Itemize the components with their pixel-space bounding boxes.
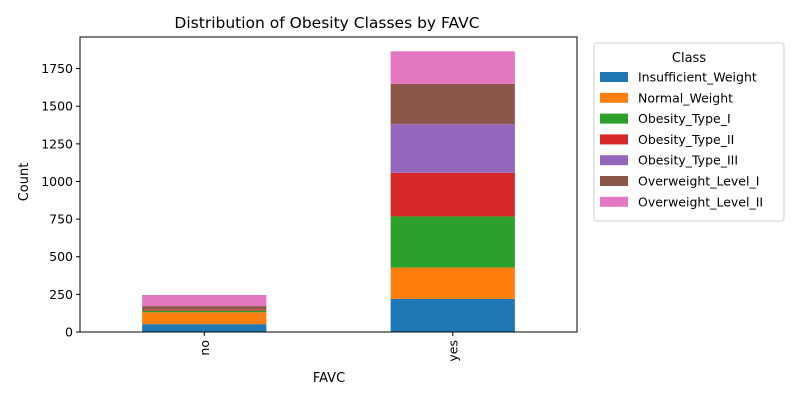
bar-segment <box>142 310 267 313</box>
y-tick-label: 1500 <box>41 99 73 114</box>
legend-swatch <box>600 196 628 207</box>
y-axis-title: Count <box>17 163 32 202</box>
x-axis-title: FAVC <box>313 371 345 386</box>
bar-segment <box>390 51 515 84</box>
legend-swatch <box>600 92 628 103</box>
bar-segment <box>142 312 267 325</box>
legend-box <box>593 42 785 222</box>
y-tick-label: 1750 <box>41 61 73 76</box>
y-tick-label: 750 <box>49 212 73 227</box>
legend: Class Insufficient_Weight Normal_Weight Ob… <box>593 42 785 222</box>
bar-segment <box>142 294 267 307</box>
legend-entry-label: Insufficient_Weight <box>638 70 757 85</box>
y-tick-label: 0 <box>65 325 73 340</box>
y-tick-label: 250 <box>49 287 73 302</box>
legend-entry-label: Overweight_Level_II <box>638 194 763 209</box>
legend-entry-label: Obesity_Type_III <box>638 153 738 168</box>
chart-title: Distribution of Obesity Classes by FAVC <box>174 14 479 32</box>
legend-swatch <box>600 72 628 82</box>
plot-area: 0 250 500 750 1000 1250 1500 1750 no yes <box>41 36 578 362</box>
bar-segment <box>390 267 515 299</box>
bar-segment <box>390 216 515 268</box>
y-tick-label: 500 <box>49 249 73 264</box>
legend-entry-label: Obesity_Type_I <box>638 111 731 126</box>
legend-entry-label: Normal_Weight <box>638 90 733 105</box>
legend-swatch <box>600 134 628 145</box>
legend-title: Class <box>672 51 706 66</box>
bar-segment <box>390 298 515 332</box>
bar-segment <box>390 172 515 217</box>
bar-segment <box>142 309 267 311</box>
bar-segment <box>390 124 515 173</box>
x-tick-label: yes <box>445 340 460 362</box>
bar-segment <box>390 83 515 125</box>
legend-swatch <box>600 176 628 186</box>
legend-swatch <box>600 113 628 124</box>
legend-swatch <box>600 155 628 166</box>
bar-segment <box>142 306 267 310</box>
y-tick-label: 1250 <box>41 136 73 151</box>
legend-entry-label: Overweight_Level_I <box>638 174 759 189</box>
legend-entry-label: Obesity_Type_II <box>638 132 734 147</box>
plot-frame <box>79 36 578 333</box>
bar-segment <box>142 324 267 332</box>
y-tick-label: 1000 <box>41 174 73 189</box>
x-tick-label: no <box>197 340 212 356</box>
